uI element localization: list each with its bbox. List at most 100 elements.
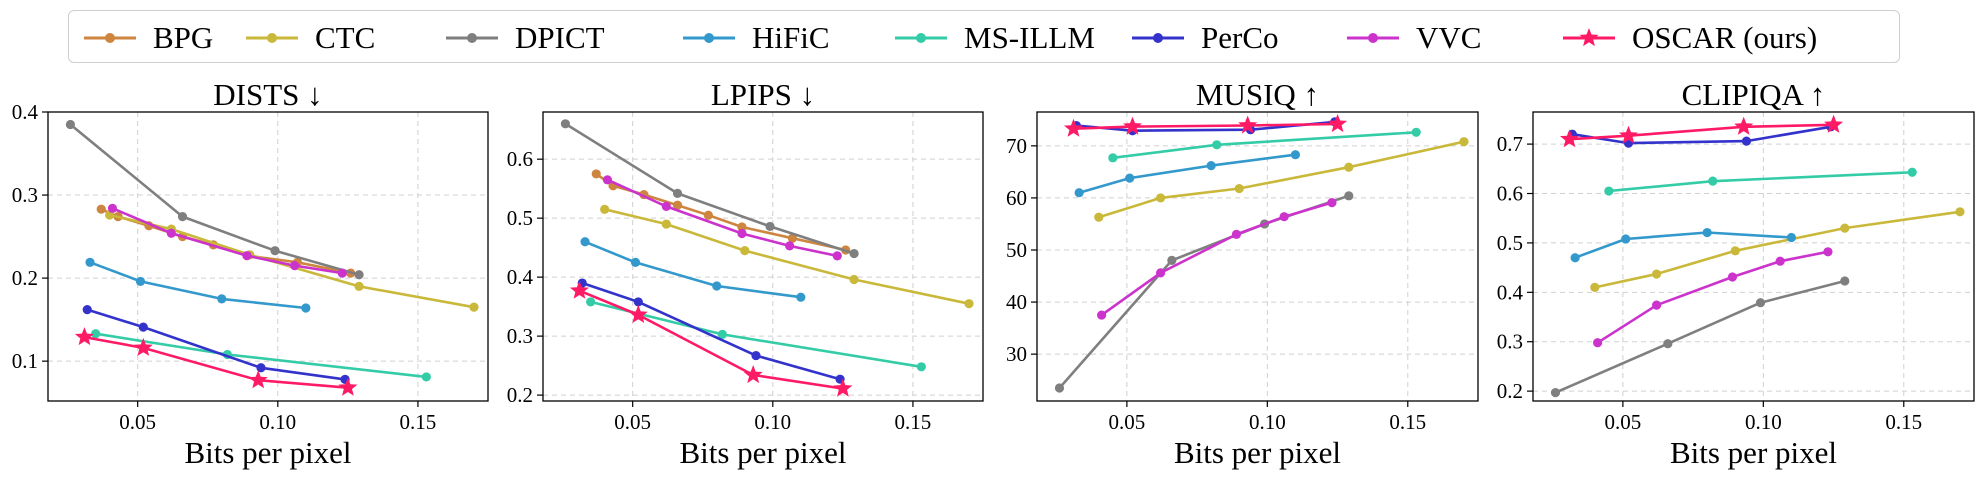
y-tick-label: 0.4 (1497, 280, 1524, 304)
data-point (712, 281, 722, 291)
data-point (1955, 207, 1965, 217)
series-oscar-ours (1064, 114, 1348, 137)
data-point (1238, 115, 1258, 134)
data-point (1840, 276, 1850, 286)
data-point (765, 221, 775, 232)
y-tick-label: 0.6 (507, 147, 533, 171)
series-ms-illm (1108, 127, 1421, 163)
series-ctc (1590, 207, 1965, 292)
data-point (1074, 188, 1084, 198)
x-tick-label: 0.05 (119, 410, 156, 434)
legend-swatch-oscar-ours (1563, 27, 1615, 46)
data-point (1708, 176, 1718, 186)
x-tick-label: 0.15 (1885, 410, 1922, 434)
data-point (661, 201, 671, 211)
y-tick-label: 0.2 (507, 383, 533, 407)
y-tick-label: 0.2 (12, 266, 38, 290)
series-oscar-ours (1560, 114, 1844, 148)
data-point (1755, 298, 1766, 308)
data-point (1741, 136, 1752, 146)
data-point (703, 210, 713, 220)
x-tick-label: 0.15 (895, 410, 932, 434)
data-point (270, 246, 280, 256)
data-point (248, 370, 268, 389)
panel-lpips: 0.05 0.10 0.15 0.2 0.3 0.4 0.5 0.6 LPIPS ↓ Bits p… (507, 77, 984, 470)
data-point (1907, 167, 1917, 177)
data-point (1344, 191, 1354, 201)
data-point (1840, 223, 1850, 233)
data-point (1651, 300, 1662, 310)
data-point (1775, 256, 1785, 266)
data-point (1734, 116, 1754, 135)
legend-swatch-ctc (246, 32, 298, 43)
panel-musiq: 0.05 0.10 0.15 30 40 50 60 70 MUSIQ ↑ Bits per pi… (1006, 77, 1479, 470)
data-point (964, 299, 974, 309)
data-point (1125, 173, 1135, 183)
data-point (630, 257, 641, 267)
data-point (242, 251, 252, 261)
data-point (1212, 140, 1222, 150)
y-tick-label: 0.1 (12, 349, 38, 373)
data-point (1459, 137, 1469, 147)
data-point (1604, 186, 1614, 196)
data-point (82, 305, 92, 315)
plot-frame (1532, 111, 1975, 402)
data-point (1786, 232, 1797, 243)
data-point (1619, 125, 1638, 144)
data-point (1054, 383, 1065, 393)
data-point (469, 302, 479, 312)
legend-item-perco: PerCo (1129, 11, 1279, 64)
y-tick-label: 0.4 (507, 265, 534, 289)
x-tick-label: 0.05 (1109, 410, 1146, 434)
panel-title: MUSIQ ↑ (1196, 77, 1319, 112)
legend-item-ctc: CTC (243, 11, 375, 64)
x-tick-label: 0.10 (1745, 410, 1782, 434)
data-point (916, 362, 926, 372)
data-point (96, 204, 106, 214)
data-point (602, 175, 613, 185)
panel-dists: 0.05 0.10 0.15 0.1 0.2 0.3 0.4 DISTS ↓ Bits per … (12, 77, 489, 470)
series-line-vvc (1100, 201, 1333, 317)
series-line-ms-illm (1112, 131, 1417, 160)
data-point (833, 378, 853, 397)
data-point (135, 276, 146, 287)
y-tick-label: 0.5 (507, 206, 533, 230)
y-tick-label: 70 (1006, 134, 1027, 158)
data-point (107, 203, 118, 213)
data-point (628, 304, 648, 323)
x-axis-label: Bits per pixel (184, 435, 351, 470)
legend-swatch-vvc (1347, 32, 1399, 43)
x-tick-label: 0.10 (1249, 410, 1286, 434)
data-point (832, 251, 842, 261)
y-tick-label: 0.6 (1497, 182, 1523, 206)
data-point (354, 281, 364, 291)
data-point (1290, 150, 1301, 160)
y-tick-label: 0.3 (12, 183, 38, 207)
data-point (421, 372, 431, 382)
data-point (1570, 253, 1580, 263)
data-point (354, 270, 364, 280)
legend-swatch-perco (1132, 32, 1184, 43)
series-line-ms-illm (1608, 171, 1913, 193)
y-tick-label: 0.4 (12, 100, 39, 124)
x-axis-label: Bits per pixel (679, 435, 846, 470)
legend-swatch-bpg (84, 32, 136, 43)
data-point (1231, 229, 1242, 239)
data-point (672, 188, 683, 198)
series-line-perco (581, 281, 841, 381)
legend-item-oscar-ours: OSCAR (ours) (1560, 11, 1817, 64)
data-point (74, 327, 94, 346)
data-point (133, 337, 153, 356)
series-line-hific (89, 261, 306, 310)
data-point (85, 257, 95, 267)
x-tick-label: 0.05 (1605, 410, 1642, 434)
series-line-dpict (1058, 194, 1350, 389)
series-line-vvc (1596, 250, 1829, 344)
data-point (1621, 234, 1631, 244)
series-dpict (1550, 276, 1850, 398)
data-point (91, 329, 101, 339)
series-dpict (560, 119, 859, 259)
data-point (633, 297, 643, 307)
legend-label: DPICT (515, 19, 605, 55)
series-dpict (65, 119, 364, 280)
